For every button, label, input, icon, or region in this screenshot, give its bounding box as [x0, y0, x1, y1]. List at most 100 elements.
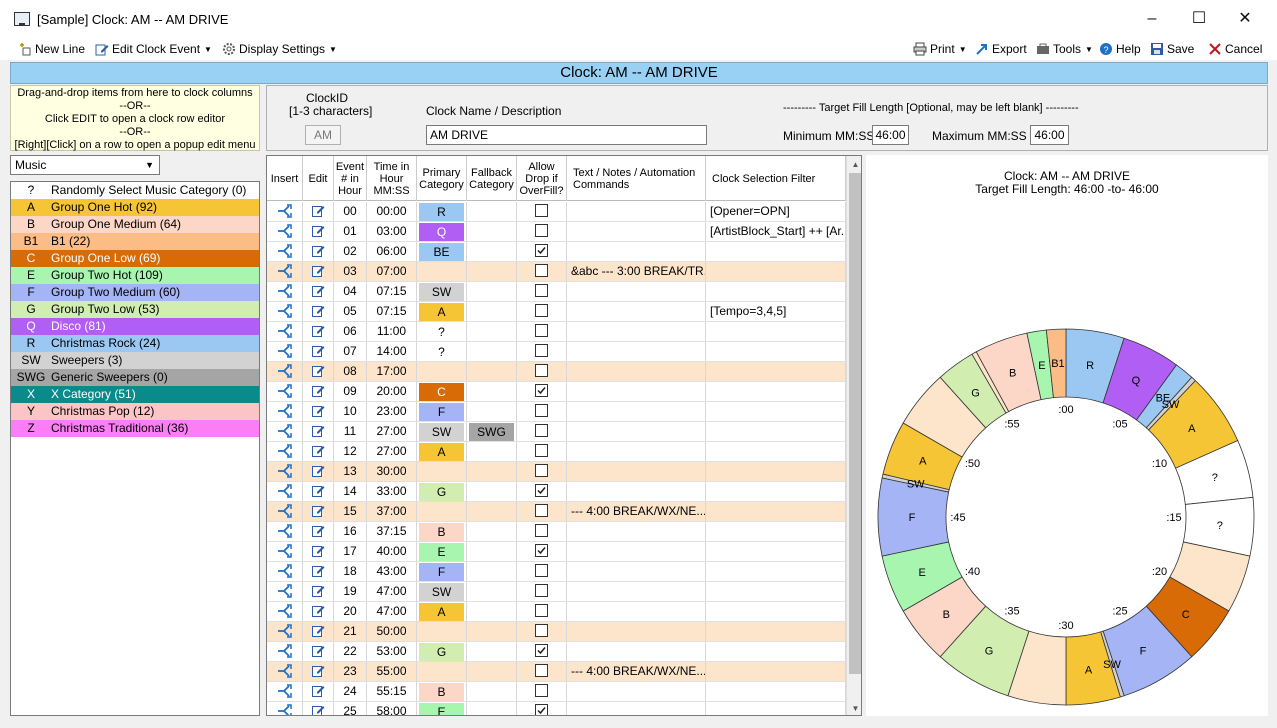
- primary-category-cell[interactable]: ?: [417, 322, 467, 341]
- allow-drop-cell[interactable]: [517, 482, 567, 501]
- selection-filter-cell[interactable]: [706, 462, 846, 481]
- allow-drop-cell[interactable]: [517, 242, 567, 261]
- edit-row-icon[interactable]: [311, 524, 325, 537]
- fallback-category-cell[interactable]: [467, 562, 517, 581]
- selection-filter-cell[interactable]: [Tempo=3,4,5]: [706, 302, 846, 321]
- table-row[interactable]: 12 27:00 A: [267, 442, 846, 462]
- insert-row-icon[interactable]: [277, 504, 293, 518]
- allow-drop-checkbox[interactable]: [535, 424, 548, 437]
- fallback-category-cell[interactable]: SWG: [467, 422, 517, 441]
- allow-drop-cell[interactable]: [517, 262, 567, 281]
- edit-cell[interactable]: [303, 562, 334, 581]
- allow-drop-checkbox[interactable]: [535, 384, 548, 397]
- insert-row-icon[interactable]: [277, 564, 293, 578]
- fallback-category-cell[interactable]: [467, 322, 517, 341]
- category-item[interactable]: G Group Two Low (53): [11, 301, 259, 318]
- notes-cell[interactable]: [567, 422, 706, 441]
- insert-cell[interactable]: [267, 682, 303, 701]
- table-row[interactable]: 03 07:00 &abc --- 3:00 BREAK/TR...: [267, 262, 846, 282]
- clock-name-field[interactable]: AM DRIVE: [426, 125, 707, 145]
- primary-category-cell[interactable]: A: [417, 302, 467, 321]
- selection-filter-cell[interactable]: [706, 562, 846, 581]
- edit-row-icon[interactable]: [311, 384, 325, 397]
- notes-cell[interactable]: &abc --- 3:00 BREAK/TR...: [567, 262, 706, 281]
- allow-drop-checkbox[interactable]: [535, 624, 548, 637]
- save-button[interactable]: Save: [1150, 40, 1194, 58]
- notes-cell[interactable]: [567, 642, 706, 661]
- table-row[interactable]: 11 27:00 SW SWG: [267, 422, 846, 442]
- edit-cell[interactable]: [303, 242, 334, 261]
- edit-row-icon[interactable]: [311, 484, 325, 497]
- table-row[interactable]: 19 47:00 SW: [267, 582, 846, 602]
- display-settings-button[interactable]: Display Settings ▼: [222, 40, 337, 58]
- notes-cell[interactable]: [567, 302, 706, 321]
- allow-drop-checkbox[interactable]: [535, 604, 548, 617]
- fallback-category-cell[interactable]: [467, 622, 517, 641]
- allow-drop-cell[interactable]: [517, 222, 567, 241]
- edit-cell[interactable]: [303, 202, 334, 221]
- minimize-button[interactable]: –: [1147, 10, 1157, 27]
- allow-drop-cell[interactable]: [517, 622, 567, 641]
- allow-drop-checkbox[interactable]: [535, 244, 548, 257]
- allow-drop-cell[interactable]: [517, 282, 567, 301]
- notes-cell[interactable]: --- 4:00 BREAK/WX/NE...: [567, 662, 706, 681]
- allow-drop-checkbox[interactable]: [535, 204, 548, 217]
- notes-cell[interactable]: [567, 402, 706, 421]
- edit-row-icon[interactable]: [311, 364, 325, 377]
- allow-drop-checkbox[interactable]: [535, 644, 548, 657]
- primary-category-cell[interactable]: A: [417, 602, 467, 621]
- fallback-category-cell[interactable]: [467, 222, 517, 241]
- table-row[interactable]: 21 50:00: [267, 622, 846, 642]
- insert-row-icon[interactable]: [277, 444, 293, 458]
- notes-cell[interactable]: [567, 342, 706, 361]
- selection-filter-cell[interactable]: [706, 622, 846, 641]
- fallback-category-cell[interactable]: [467, 682, 517, 701]
- allow-drop-cell[interactable]: [517, 402, 567, 421]
- table-row[interactable]: 06 11:00?: [267, 322, 846, 342]
- insert-row-icon[interactable]: [277, 204, 293, 218]
- insert-row-icon[interactable]: [277, 644, 293, 658]
- edit-row-icon[interactable]: [311, 264, 325, 277]
- fallback-category-cell[interactable]: [467, 302, 517, 321]
- fallback-category-cell[interactable]: [467, 342, 517, 361]
- primary-category-cell[interactable]: E: [417, 542, 467, 561]
- edit-cell[interactable]: [303, 302, 334, 321]
- selection-filter-cell[interactable]: [706, 442, 846, 461]
- category-type-dropdown[interactable]: Music ▼: [10, 155, 160, 175]
- edit-cell[interactable]: [303, 422, 334, 441]
- grid-scrollbar[interactable]: ▲ ▼: [846, 156, 861, 715]
- edit-cell[interactable]: [303, 662, 334, 681]
- insert-row-icon[interactable]: [277, 524, 293, 538]
- allow-drop-cell[interactable]: [517, 422, 567, 441]
- selection-filter-cell[interactable]: [706, 482, 846, 501]
- maximum-field[interactable]: 46:00: [1030, 125, 1069, 145]
- selection-filter-cell[interactable]: [706, 242, 846, 261]
- insert-row-icon[interactable]: [277, 344, 293, 358]
- selection-filter-cell[interactable]: [706, 402, 846, 421]
- allow-drop-checkbox[interactable]: [535, 524, 548, 537]
- primary-category-cell[interactable]: C: [417, 382, 467, 401]
- fallback-category-cell[interactable]: [467, 402, 517, 421]
- primary-category-cell[interactable]: G: [417, 482, 467, 501]
- allow-drop-checkbox[interactable]: [535, 324, 548, 337]
- insert-row-icon[interactable]: [277, 484, 293, 498]
- fallback-category-cell[interactable]: [467, 282, 517, 301]
- primary-category-cell[interactable]: F: [417, 562, 467, 581]
- allow-drop-checkbox[interactable]: [535, 704, 548, 715]
- insert-cell[interactable]: [267, 502, 303, 521]
- minimum-field[interactable]: 46:00: [872, 125, 909, 145]
- column-header-primary[interactable]: Primary Category: [417, 156, 467, 201]
- allow-drop-checkbox[interactable]: [535, 364, 548, 377]
- insert-cell[interactable]: [267, 442, 303, 461]
- notes-cell[interactable]: [567, 242, 706, 261]
- category-item[interactable]: F Group Two Medium (60): [11, 284, 259, 301]
- selection-filter-cell[interactable]: [ArtistBlock_Start] ++ [Ar...: [706, 222, 846, 241]
- notes-cell[interactable]: [567, 362, 706, 381]
- insert-row-icon[interactable]: [277, 584, 293, 598]
- insert-row-icon[interactable]: [277, 304, 293, 318]
- allow-drop-cell[interactable]: [517, 502, 567, 521]
- edit-row-icon[interactable]: [311, 204, 325, 217]
- insert-row-icon[interactable]: [277, 604, 293, 618]
- table-row[interactable]: 14 33:00 G: [267, 482, 846, 502]
- allow-drop-cell[interactable]: [517, 602, 567, 621]
